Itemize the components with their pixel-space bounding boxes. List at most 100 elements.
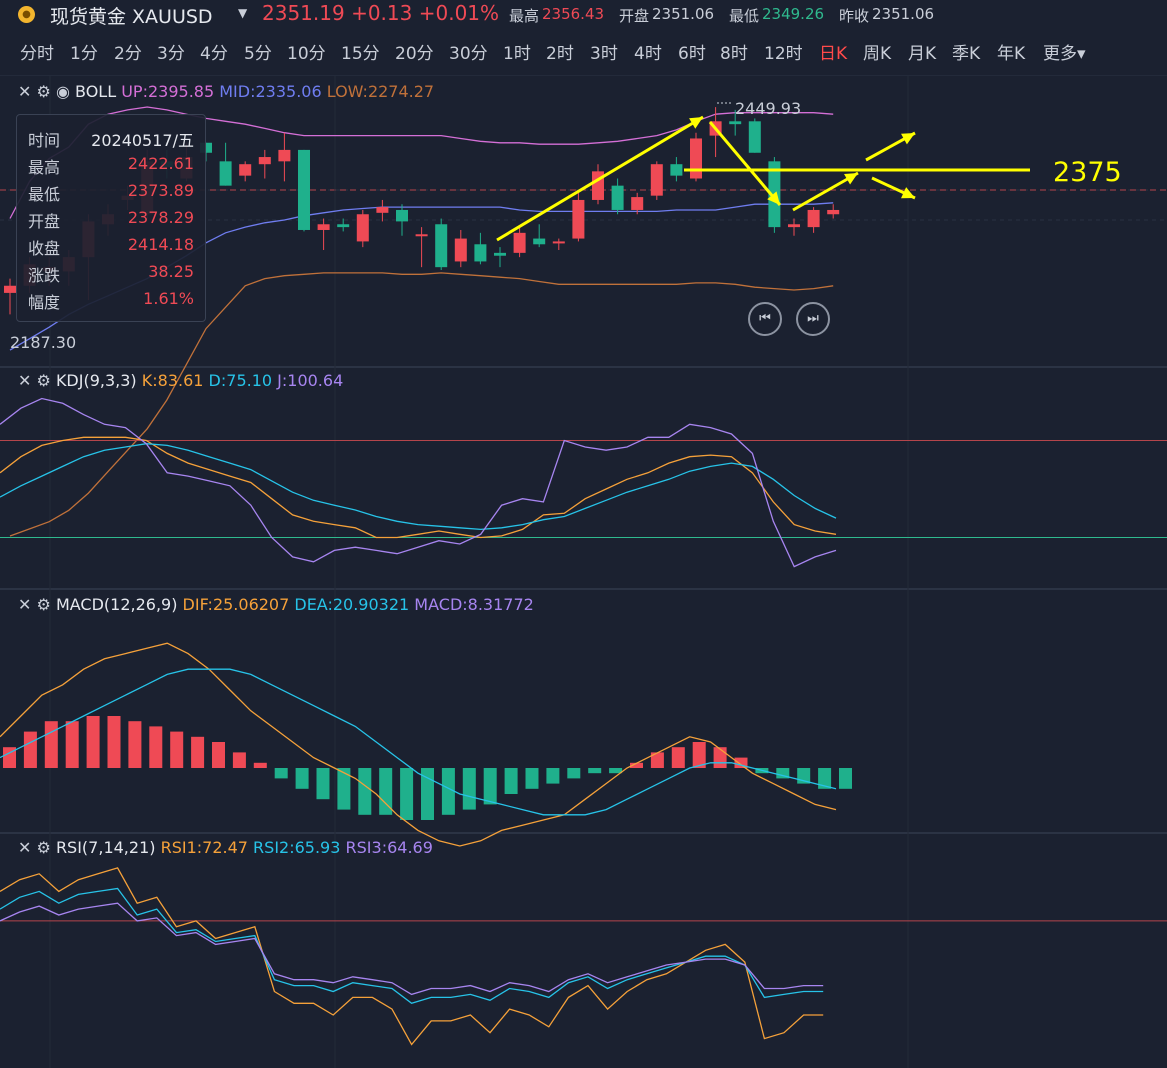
timeframe-tab[interactable]: 6时 [678, 44, 706, 64]
timeframe-tab[interactable]: 8时 [720, 44, 748, 64]
candle-body [219, 161, 232, 186]
macd-bar [337, 768, 351, 810]
gear-icon[interactable]: ⚙ [36, 82, 51, 101]
macd-bar [546, 768, 560, 784]
macd-name: MACD(12,26,9) [55, 595, 178, 614]
tooltip-value: 38.25 [148, 262, 194, 281]
price-change: +0.13 [351, 1, 413, 25]
tooltip-label: 最低 [28, 185, 61, 204]
timeframe-tab[interactable]: 1分 [70, 44, 98, 64]
timeframe-tab[interactable]: 1时 [503, 44, 531, 64]
gear-icon[interactable]: ⚙ [36, 595, 51, 614]
macd-bar [65, 721, 79, 768]
timeframe-tab[interactable]: 4分 [200, 44, 228, 64]
prev-button[interactable]: ⏮ [748, 302, 782, 336]
macd-bar [483, 768, 497, 805]
rsi-rsi1-line [0, 867, 824, 1046]
stat-label: 最高 [509, 7, 540, 25]
timeframe-tab[interactable]: 3时 [590, 44, 618, 64]
kdj-k-value: K:83.61 [141, 371, 204, 390]
candle-body [788, 224, 800, 228]
candle-body [807, 209, 820, 228]
macd-bar [253, 762, 267, 768]
high-price-label: 2449.93 [735, 99, 801, 118]
timeframe-tab[interactable]: 10分 [287, 44, 326, 64]
macd-bar [23, 731, 37, 768]
macd-bar [107, 716, 121, 768]
eye-icon[interactable]: ◉ [55, 82, 70, 101]
macd-dif-line [0, 642, 837, 847]
macd-bar [441, 768, 455, 815]
macd-bar [191, 736, 205, 768]
candle-body [572, 199, 585, 239]
timeframe-tab[interactable]: 更多▾ [1043, 44, 1086, 64]
rsi-legend: ✕ ⚙ RSI(7,14,21) RSI1:72.47 RSI2:65.93 R… [18, 838, 433, 857]
kdj-d-line [0, 443, 837, 531]
timeframe-tab[interactable]: 分时 [20, 44, 54, 64]
macd-dif-value: DIF:25.06207 [182, 595, 290, 614]
timeframe-tab[interactable]: 周K [863, 44, 892, 64]
tooltip-label: 时间 [28, 131, 61, 150]
kdj-name: KDJ(9,3,3) [55, 371, 137, 390]
candle-body [239, 164, 252, 176]
stat-label: 昨收 [839, 7, 870, 25]
trend-arrow-up-head [689, 117, 703, 129]
kdj-legend: ✕ ⚙ KDJ(9,3,3) K:83.61 D:75.10 J:100.64 [18, 371, 343, 390]
timeframe-tab[interactable]: 日K [819, 44, 848, 64]
candle-body [474, 244, 487, 262]
close-icon[interactable]: ✕ [18, 82, 32, 101]
timeframe-tab[interactable]: 2分 [114, 44, 142, 64]
close-icon[interactable]: ✕ [18, 371, 32, 390]
next-button[interactable]: ⏭ [796, 302, 830, 336]
timeframe-tab[interactable]: 2时 [546, 44, 574, 64]
candle-body [258, 157, 271, 165]
candle-body [631, 197, 644, 210]
stat-value: 2351.06 [652, 5, 715, 23]
macd-bar [358, 768, 372, 815]
macd-dea-value: DEA:20.90321 [294, 595, 410, 614]
boll-legend: ✕ ⚙ ◉ BOLL UP:2395.85 MID:2335.06 LOW:22… [18, 82, 434, 101]
timeframe-tab[interactable]: 4时 [634, 44, 662, 64]
close-icon[interactable]: ✕ [18, 838, 32, 857]
tooltip-label: 幅度 [28, 293, 61, 312]
price-block: 2351.19 +0.13 +0.01% [262, 1, 499, 25]
macd-bar [609, 768, 623, 774]
timeframe-tab[interactable]: 30分 [449, 44, 488, 64]
kdj-k-line [0, 436, 837, 539]
gold-logo-icon: ● [18, 6, 35, 23]
candle-body [454, 238, 467, 262]
macd-bar [839, 768, 852, 789]
tooltip-label: 收盘 [28, 239, 61, 258]
timeframe-tab[interactable]: 20分 [395, 44, 434, 64]
forecast-arrow-up-head [901, 133, 915, 145]
timeframe-tab[interactable]: 5分 [244, 44, 272, 64]
boll-low-line [9, 272, 834, 537]
gear-icon[interactable]: ⚙ [36, 371, 51, 390]
timeframe-tab[interactable]: 15分 [341, 44, 380, 64]
kdj-d-value: D:75.10 [208, 371, 273, 390]
candle-body [396, 209, 408, 222]
timeframe-tab[interactable]: 月K [908, 44, 937, 64]
gear-icon[interactable]: ⚙ [36, 838, 51, 857]
macd-bar [170, 731, 184, 768]
macd-bar [421, 768, 434, 820]
rsi1-value: RSI1:72.47 [160, 838, 248, 857]
tooltip-label: 最高 [28, 158, 61, 177]
chevron-down-icon[interactable]: ▼ [238, 6, 248, 20]
symbol-title[interactable]: 现货黄金 XAUUSD [50, 6, 213, 28]
timeframe-tab[interactable]: 年K [997, 44, 1026, 64]
timeframe-tab[interactable]: 季K [952, 44, 981, 64]
candle-body [317, 224, 330, 230]
macd-bar [212, 742, 225, 768]
candle-body [415, 234, 428, 237]
macd-bar [3, 747, 16, 768]
candle-body [827, 209, 840, 215]
trend-arrow-rebound-head [844, 173, 858, 185]
macd-bar [630, 762, 643, 768]
macd-bar [128, 721, 142, 768]
timeframe-tab[interactable]: 12时 [764, 44, 803, 64]
trend-arrow-down [708, 121, 782, 206]
candle-body [670, 164, 683, 176]
close-icon[interactable]: ✕ [18, 595, 32, 614]
timeframe-tab[interactable]: 3分 [157, 44, 185, 64]
